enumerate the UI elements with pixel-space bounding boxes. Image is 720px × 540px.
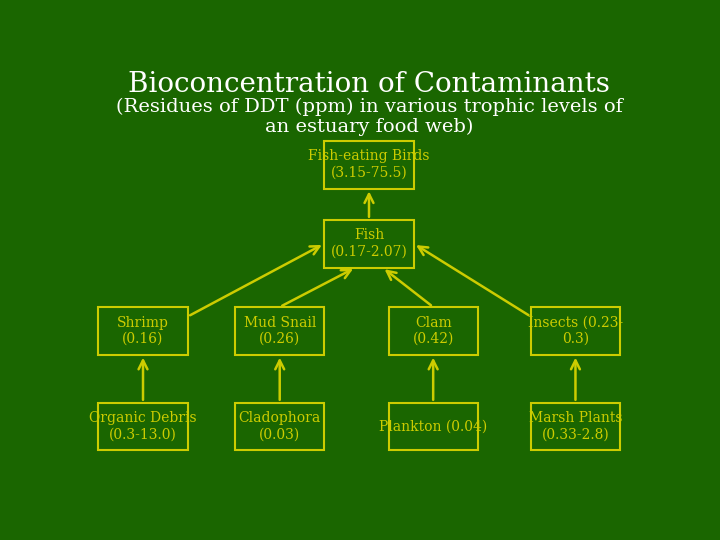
Text: Fish
(0.17-2.07): Fish (0.17-2.07) (330, 228, 408, 259)
Text: Clam
(0.42): Clam (0.42) (413, 316, 454, 346)
Text: Mud Snail
(0.26): Mud Snail (0.26) (243, 316, 316, 346)
Text: Organic Debris
(0.3-13.0): Organic Debris (0.3-13.0) (89, 411, 197, 442)
FancyBboxPatch shape (531, 403, 620, 450)
FancyBboxPatch shape (235, 307, 324, 355)
Text: Cladophora
(0.03): Cladophora (0.03) (238, 411, 321, 442)
Text: Bioconcentration of Contaminants: Bioconcentration of Contaminants (128, 71, 610, 98)
FancyBboxPatch shape (324, 220, 413, 267)
Text: Insects (0.23-
0.3): Insects (0.23- 0.3) (528, 316, 623, 346)
FancyBboxPatch shape (99, 403, 188, 450)
Text: Plankton (0.04): Plankton (0.04) (379, 420, 487, 434)
Text: an estuary food web): an estuary food web) (265, 118, 473, 136)
FancyBboxPatch shape (235, 403, 324, 450)
Text: Shrimp
(0.16): Shrimp (0.16) (117, 316, 169, 346)
FancyBboxPatch shape (389, 403, 478, 450)
Text: Fish-eating Birds
(3.15-75.5): Fish-eating Birds (3.15-75.5) (308, 150, 430, 180)
Text: Marsh Plants
(0.33-2.8): Marsh Plants (0.33-2.8) (528, 411, 622, 442)
FancyBboxPatch shape (324, 141, 413, 188)
Text: (Residues of DDT (ppm) in various trophic levels of: (Residues of DDT (ppm) in various trophi… (116, 98, 622, 116)
FancyBboxPatch shape (99, 307, 188, 355)
FancyBboxPatch shape (389, 307, 478, 355)
FancyBboxPatch shape (531, 307, 620, 355)
